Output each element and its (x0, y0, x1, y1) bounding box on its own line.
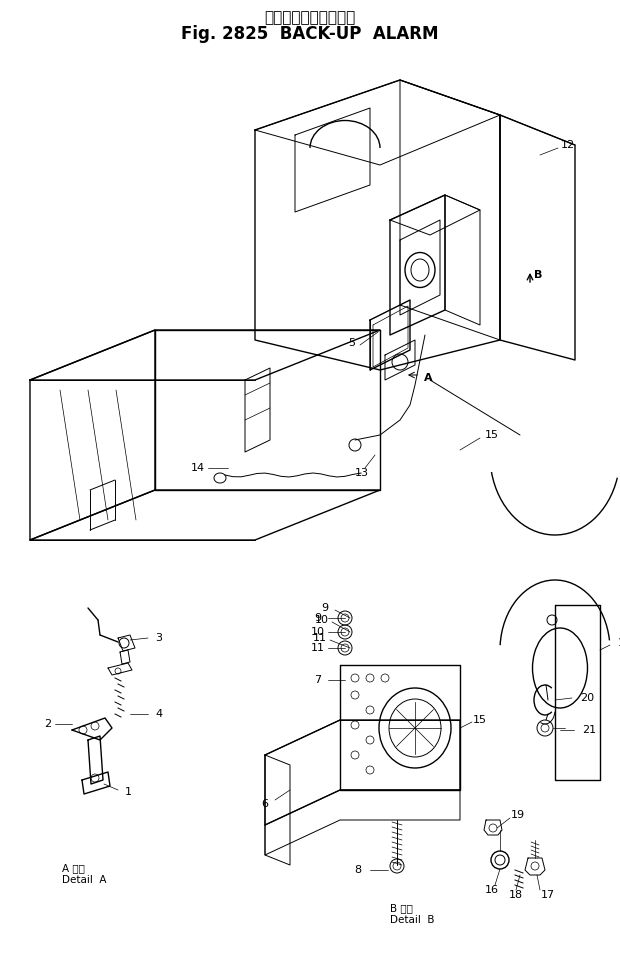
Text: 14: 14 (191, 463, 205, 473)
Text: 16: 16 (485, 885, 499, 895)
Text: B 詳細: B 詳細 (390, 903, 413, 913)
Text: 2: 2 (45, 719, 51, 729)
Text: B: B (534, 270, 542, 280)
Text: 3: 3 (155, 633, 162, 643)
Text: Detail  B: Detail B (390, 915, 435, 925)
Text: A 詳細: A 詳細 (62, 863, 85, 873)
Text: 21: 21 (582, 725, 596, 735)
Text: A: A (423, 373, 432, 383)
Text: バックアップアラーム: バックアップアラーム (264, 11, 356, 25)
Text: 20: 20 (580, 693, 594, 703)
Text: 15: 15 (485, 430, 499, 440)
Text: 10: 10 (315, 615, 329, 625)
Text: 19: 19 (511, 810, 525, 820)
Text: 11: 11 (313, 633, 327, 643)
Text: 18: 18 (509, 890, 523, 900)
Text: 5: 5 (348, 338, 355, 348)
Text: 8: 8 (355, 865, 361, 875)
Text: 12: 12 (618, 638, 620, 648)
Text: Detail  A: Detail A (62, 875, 107, 885)
Text: 4: 4 (155, 709, 162, 719)
Text: 15: 15 (473, 715, 487, 725)
Text: 13: 13 (355, 468, 369, 478)
Text: 7: 7 (314, 675, 322, 685)
Text: 9: 9 (314, 613, 322, 623)
Text: 11: 11 (311, 643, 325, 653)
Text: 9: 9 (321, 603, 329, 613)
Text: 12: 12 (561, 140, 575, 150)
Text: 6: 6 (262, 799, 268, 809)
Text: 17: 17 (541, 890, 555, 900)
Text: 1: 1 (125, 787, 132, 797)
Text: Fig. 2825  BACK-UP  ALARM: Fig. 2825 BACK-UP ALARM (181, 25, 439, 43)
Text: 10: 10 (311, 627, 325, 637)
